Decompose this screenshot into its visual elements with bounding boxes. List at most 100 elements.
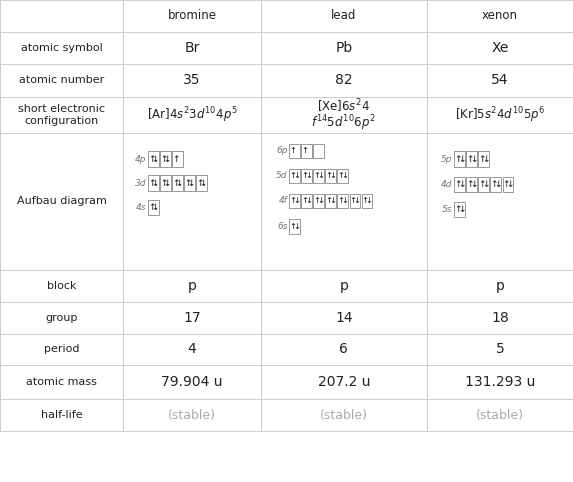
Text: ↓: ↓ [293, 172, 300, 180]
Bar [261, 302, 427, 334]
Text: ↑: ↑ [454, 155, 462, 163]
Text: ↓: ↓ [342, 197, 348, 205]
Text: ↓: ↓ [199, 179, 207, 187]
Text: ↓: ↓ [482, 155, 489, 163]
Text: Pb: Pb [335, 40, 352, 55]
Text: 14: 14 [335, 310, 352, 325]
Text: ↑: ↑ [301, 172, 308, 180]
Bar [123, 0, 261, 32]
Bar [160, 175, 171, 191]
Text: ↑: ↑ [325, 197, 332, 205]
Bar [289, 144, 300, 158]
Text: 79.904 u: 79.904 u [161, 375, 223, 389]
Bar [148, 175, 159, 191]
Text: ↑: ↑ [503, 180, 510, 189]
Bar [313, 169, 324, 183]
Text: ↓: ↓ [175, 179, 183, 187]
Text: 5s: 5s [442, 205, 453, 214]
Text: $f^{14}$5$d^{10}$6$p^2$: $f^{14}$5$d^{10}$6$p^2$ [312, 114, 376, 134]
Bar [427, 0, 573, 32]
Text: Xe: Xe [491, 40, 509, 55]
Text: short electronic
configuration: short electronic configuration [18, 104, 105, 126]
Text: ↓: ↓ [470, 180, 477, 189]
Text: ↑: ↑ [454, 180, 462, 189]
Bar [427, 399, 573, 431]
Bar [478, 177, 489, 192]
Bar [123, 334, 261, 365]
Bar [427, 133, 573, 270]
Bar [123, 32, 261, 64]
Text: ↓: ↓ [458, 205, 465, 214]
Bar [454, 177, 465, 192]
Bar [337, 194, 348, 208]
Text: ↑: ↑ [478, 180, 486, 189]
Text: ↓: ↓ [470, 155, 477, 163]
Text: 207.2 u: 207.2 u [317, 375, 370, 389]
Bar [0, 399, 123, 431]
Bar [427, 365, 573, 399]
Text: ↑: ↑ [337, 197, 344, 205]
Text: ↓: ↓ [163, 179, 171, 187]
Text: ↑: ↑ [337, 172, 344, 180]
Text: 17: 17 [183, 310, 201, 325]
Text: 3d: 3d [135, 179, 146, 187]
Text: [Ar]4$s^2$3$d^{10}$4$p^5$: [Ar]4$s^2$3$d^{10}$4$p^5$ [147, 105, 237, 125]
Bar [466, 177, 477, 192]
Bar [261, 32, 427, 64]
Text: Aufbau diagram: Aufbau diagram [17, 196, 107, 206]
Bar [261, 270, 427, 302]
Text: (stable): (stable) [320, 409, 368, 421]
Text: p: p [496, 279, 504, 293]
Bar [454, 202, 465, 217]
Text: ↑: ↑ [184, 179, 191, 187]
Text: 4p: 4p [135, 155, 146, 163]
Text: 4f: 4f [279, 197, 288, 205]
Text: ↑: ↑ [289, 172, 296, 180]
Bar [261, 133, 427, 270]
Text: ↑: ↑ [148, 203, 155, 212]
Text: block: block [47, 281, 76, 291]
Bar [148, 200, 159, 215]
Bar [301, 144, 312, 158]
Text: Br: Br [185, 40, 199, 55]
Text: ↑: ↑ [362, 197, 368, 205]
Text: atomic symbol: atomic symbol [21, 43, 103, 53]
Bar [160, 151, 171, 167]
Text: ↓: ↓ [305, 172, 312, 180]
Text: ↓: ↓ [482, 180, 489, 189]
Text: ↑: ↑ [289, 222, 296, 231]
Text: (stable): (stable) [476, 409, 524, 421]
Bar [289, 169, 300, 183]
Bar [0, 302, 123, 334]
Text: [Xe]6$s^2$4: [Xe]6$s^2$4 [317, 97, 370, 115]
Bar [172, 151, 183, 167]
Bar [0, 32, 123, 64]
Bar [0, 365, 123, 399]
Text: ↓: ↓ [329, 172, 336, 180]
Text: ↑: ↑ [148, 155, 155, 163]
Text: 35: 35 [183, 73, 201, 88]
Text: p: p [187, 279, 197, 293]
Bar [0, 270, 123, 302]
Bar [301, 194, 312, 208]
Bar [123, 97, 261, 133]
Bar [123, 64, 261, 97]
Text: ↑: ↑ [454, 205, 462, 214]
Text: 4: 4 [187, 342, 197, 357]
Text: 131.293 u: 131.293 u [465, 375, 535, 389]
Bar [427, 64, 573, 97]
Bar [301, 169, 312, 183]
Text: ↓: ↓ [163, 155, 171, 163]
Bar [478, 151, 489, 167]
Bar [0, 64, 123, 97]
Bar [454, 151, 465, 167]
Bar [427, 270, 573, 302]
Text: 82: 82 [335, 73, 352, 88]
Text: ↑: ↑ [466, 180, 474, 189]
Text: ↓: ↓ [305, 197, 312, 205]
Bar [261, 97, 427, 133]
Text: ↓: ↓ [354, 197, 360, 205]
Text: atomic number: atomic number [19, 76, 104, 85]
Bar [427, 302, 573, 334]
Bar [350, 194, 360, 208]
